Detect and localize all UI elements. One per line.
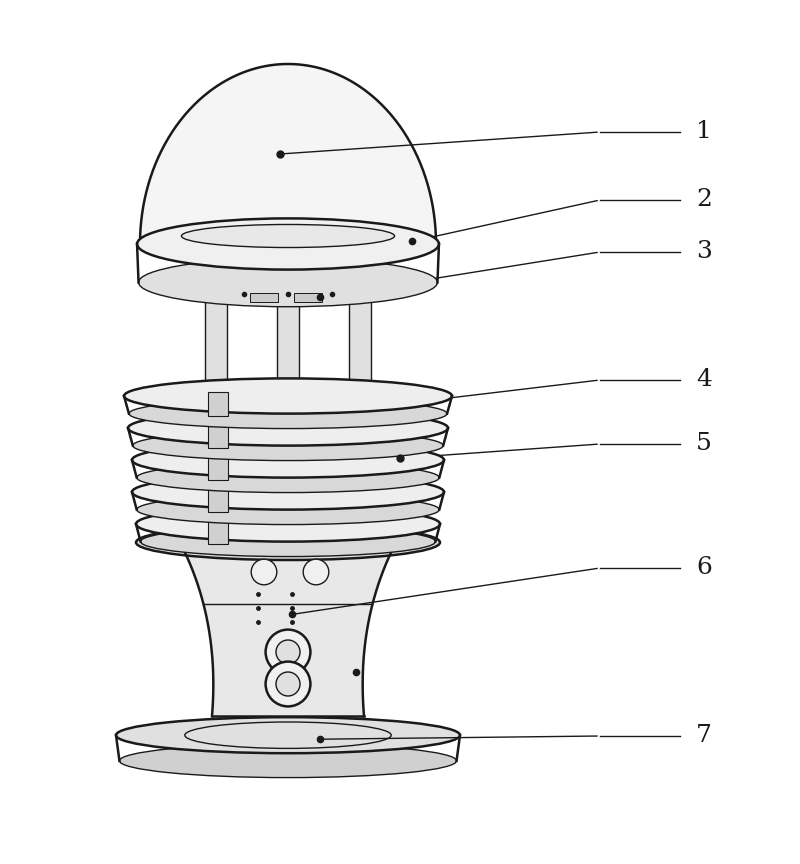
Ellipse shape xyxy=(133,430,443,461)
Ellipse shape xyxy=(137,462,439,492)
Ellipse shape xyxy=(132,474,444,510)
Ellipse shape xyxy=(136,506,440,542)
FancyBboxPatch shape xyxy=(349,283,371,396)
Circle shape xyxy=(266,662,310,707)
Circle shape xyxy=(276,672,300,696)
Text: 3: 3 xyxy=(696,240,712,264)
Ellipse shape xyxy=(138,258,438,307)
FancyBboxPatch shape xyxy=(208,423,228,448)
Ellipse shape xyxy=(136,524,440,560)
Ellipse shape xyxy=(141,527,435,556)
Ellipse shape xyxy=(182,225,394,247)
Polygon shape xyxy=(140,64,436,244)
FancyBboxPatch shape xyxy=(208,455,228,480)
Ellipse shape xyxy=(132,442,444,478)
Circle shape xyxy=(251,559,277,585)
FancyBboxPatch shape xyxy=(277,283,299,396)
Text: 2: 2 xyxy=(696,188,712,212)
Ellipse shape xyxy=(137,494,439,524)
Ellipse shape xyxy=(137,219,439,270)
Ellipse shape xyxy=(116,717,460,753)
Polygon shape xyxy=(180,543,396,716)
Circle shape xyxy=(266,630,310,675)
Text: 5: 5 xyxy=(696,433,712,455)
Circle shape xyxy=(303,559,329,585)
Text: 1: 1 xyxy=(696,120,712,143)
Ellipse shape xyxy=(119,744,457,778)
Ellipse shape xyxy=(128,410,448,446)
FancyBboxPatch shape xyxy=(208,391,228,416)
Text: 4: 4 xyxy=(696,369,712,391)
FancyBboxPatch shape xyxy=(208,519,228,543)
FancyBboxPatch shape xyxy=(250,293,278,302)
FancyBboxPatch shape xyxy=(294,293,322,302)
Text: 6: 6 xyxy=(696,556,712,580)
FancyBboxPatch shape xyxy=(208,487,228,511)
FancyBboxPatch shape xyxy=(205,283,227,396)
Ellipse shape xyxy=(124,378,452,414)
Circle shape xyxy=(276,640,300,664)
Text: 7: 7 xyxy=(696,725,712,747)
Ellipse shape xyxy=(129,398,447,429)
